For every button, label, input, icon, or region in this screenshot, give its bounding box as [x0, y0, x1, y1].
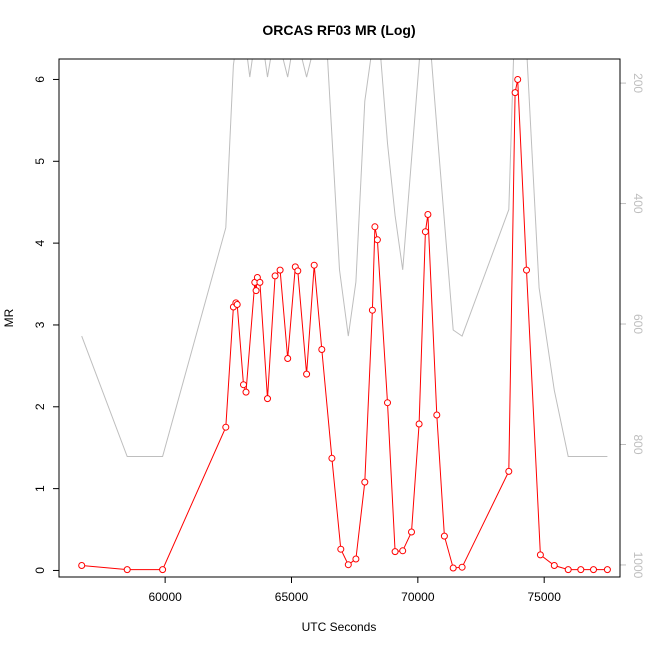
y-axis-label: MR	[2, 308, 16, 327]
data-point	[78, 562, 86, 569]
data-point	[399, 547, 407, 555]
data-point	[159, 566, 167, 574]
data-point	[328, 454, 336, 462]
y-tick-label: 1	[33, 485, 47, 492]
data-point	[294, 267, 302, 275]
data-point	[222, 423, 230, 431]
right-axis-tick-label: 400	[631, 194, 645, 214]
y-tick-label: 3	[33, 321, 47, 328]
data-point	[361, 478, 369, 486]
data-point	[233, 301, 241, 308]
data-point	[440, 532, 448, 540]
chart-title: ORCAS RF03 MR (Log)	[262, 22, 415, 38]
data-point	[449, 564, 457, 572]
data-point	[264, 395, 271, 403]
data-point	[421, 228, 429, 236]
data-point	[123, 566, 131, 574]
data-point	[424, 211, 432, 218]
gray-series-line	[81, 59, 608, 457]
data-point	[564, 566, 572, 574]
data-point	[433, 411, 441, 419]
y-tick-label: 5	[33, 158, 47, 165]
data-point	[415, 420, 423, 428]
data-point	[511, 89, 519, 97]
data-point	[514, 76, 522, 83]
x-tick-label: 60000	[148, 590, 182, 604]
gray-series-layer	[81, 59, 608, 457]
data-point	[252, 287, 260, 295]
data-point	[384, 399, 391, 407]
data-point	[550, 562, 558, 569]
x-tick-label: 70000	[401, 590, 435, 604]
y-tick-label: 0	[33, 567, 47, 574]
data-point	[284, 355, 292, 362]
data-point	[590, 566, 597, 574]
x-tick-label: 75000	[528, 590, 562, 604]
data-point	[276, 266, 284, 274]
data-point	[373, 236, 381, 244]
data-point	[391, 548, 399, 556]
data-point	[536, 551, 544, 559]
data-point	[271, 272, 279, 280]
x-tick-label: 65000	[275, 590, 309, 604]
data-point	[318, 346, 326, 353]
data-point	[256, 278, 264, 286]
right-axis-tick-label: 200	[631, 73, 645, 93]
data-point	[603, 566, 611, 574]
data-point	[458, 563, 466, 571]
data-point	[577, 566, 585, 574]
plot-frame	[58, 58, 621, 578]
data-point	[310, 261, 318, 269]
right-axis-tick-label: 1000	[631, 552, 645, 579]
data-point	[303, 370, 311, 378]
data-point	[344, 561, 352, 569]
y-tick-label: 6	[33, 76, 47, 83]
y-tick-label: 4	[33, 239, 47, 246]
data-point	[352, 555, 360, 563]
data-point	[371, 223, 379, 231]
axes-layer: 60000 65000 70000 75000 0 1 2 3 4 5 6 200 400 600 800 1…	[33, 73, 645, 604]
data-point	[337, 545, 345, 553]
y-tick-label: 2	[33, 403, 47, 410]
right-axis-tick-label: 600	[631, 314, 645, 334]
x-axis-label: UTC Seconds	[302, 620, 377, 634]
data-point	[408, 528, 415, 536]
data-point	[523, 266, 530, 274]
right-axis-tick-label: 800	[631, 434, 645, 454]
data-point	[240, 381, 247, 389]
data-point	[368, 306, 376, 314]
data-point	[505, 467, 513, 475]
red-series-layer	[78, 76, 611, 574]
data-point	[242, 388, 250, 396]
